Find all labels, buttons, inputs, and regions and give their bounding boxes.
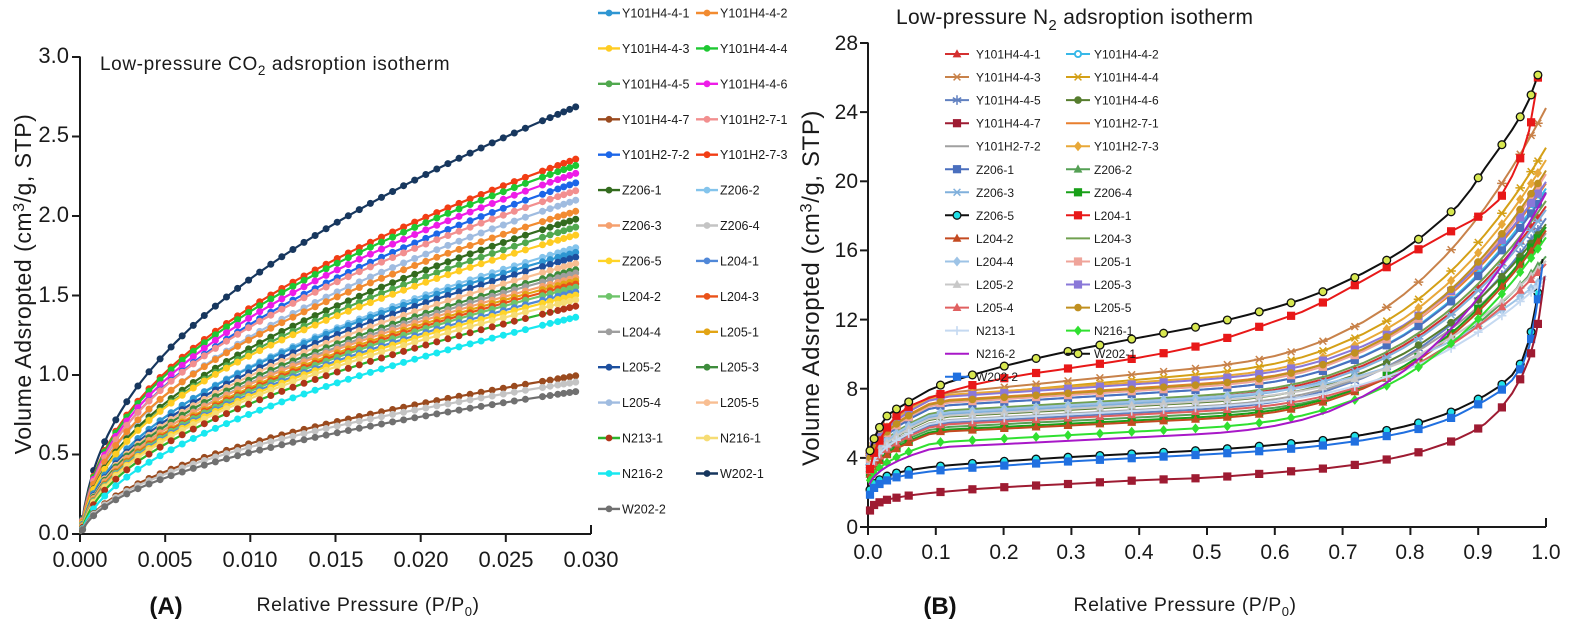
svg-text:0.010: 0.010 — [222, 547, 277, 572]
svg-text:N216-2: N216-2 — [976, 347, 1016, 361]
svg-text:Y101H4-4-4: Y101H4-4-4 — [1094, 71, 1159, 85]
svg-text:Y101H4-4-1: Y101H4-4-1 — [622, 7, 689, 21]
svg-text:2.5: 2.5 — [38, 122, 69, 147]
svg-text:20: 20 — [835, 170, 858, 193]
svg-text:Y101H4-4-4: Y101H4-4-4 — [720, 42, 787, 56]
svg-text:0.9: 0.9 — [1463, 541, 1492, 564]
svg-text:0.030: 0.030 — [563, 547, 618, 572]
svg-text:0.0: 0.0 — [38, 520, 69, 545]
svg-text:Y101H4-4-5: Y101H4-4-5 — [976, 94, 1041, 108]
svg-text:Volume Adsropted (cm3/g, STP): Volume Adsropted (cm3/g, STP) — [798, 110, 826, 466]
svg-text:N216-1: N216-1 — [720, 432, 761, 446]
svg-text:L205-4: L205-4 — [976, 301, 1014, 315]
svg-text:N216-1: N216-1 — [1094, 324, 1134, 338]
svg-text:L205-4: L205-4 — [622, 396, 661, 410]
svg-text:L204-2: L204-2 — [622, 290, 661, 304]
svg-text:Z206-3: Z206-3 — [622, 219, 662, 233]
svg-text:Relative Pressure (P/P0): Relative Pressure (P/P0) — [1074, 594, 1297, 619]
svg-text:Low-pressure CO2 adsroption is: Low-pressure CO2 adsroption isotherm — [100, 54, 450, 78]
svg-text:L204-2: L204-2 — [976, 232, 1014, 246]
svg-text:0.3: 0.3 — [1056, 541, 1085, 564]
svg-text:Z206-1: Z206-1 — [622, 184, 662, 198]
svg-text:0.4: 0.4 — [1124, 541, 1154, 564]
svg-text:L204-3: L204-3 — [1094, 232, 1132, 246]
svg-text:Y101H4-4-6: Y101H4-4-6 — [720, 77, 787, 91]
svg-text:Y101H4-4-3: Y101H4-4-3 — [622, 42, 689, 56]
svg-text:Y101H4-4-6: Y101H4-4-6 — [1094, 94, 1159, 108]
svg-text:0.6: 0.6 — [1260, 541, 1289, 564]
svg-text:L204-3: L204-3 — [720, 290, 759, 304]
svg-text:0.5: 0.5 — [1192, 541, 1221, 564]
svg-text:Y101H4-4-7: Y101H4-4-7 — [622, 113, 689, 127]
svg-text:0.2: 0.2 — [989, 541, 1018, 564]
svg-text:0.5: 0.5 — [38, 440, 69, 465]
svg-text:Y101H2-7-1: Y101H2-7-1 — [720, 113, 787, 127]
svg-text:0.7: 0.7 — [1328, 541, 1357, 564]
svg-text:L205-5: L205-5 — [720, 396, 759, 410]
svg-text:0: 0 — [846, 516, 858, 539]
svg-text:Z206-4: Z206-4 — [720, 219, 760, 233]
svg-text:0.025: 0.025 — [478, 547, 533, 572]
svg-text:0.0: 0.0 — [853, 541, 882, 564]
svg-text:N213-1: N213-1 — [622, 432, 663, 446]
svg-text:L204-1: L204-1 — [1094, 209, 1132, 223]
svg-text:1.0: 1.0 — [1531, 541, 1560, 564]
svg-text:Y101H4-4-3: Y101H4-4-3 — [976, 71, 1041, 85]
svg-text:Z206-5: Z206-5 — [976, 209, 1014, 223]
svg-text:Relative Pressure (P/P0): Relative Pressure (P/P0) — [257, 594, 480, 619]
svg-text:(A): (A) — [149, 593, 182, 620]
svg-text:W202-1: W202-1 — [1094, 347, 1136, 361]
svg-text:Volume Adsropted (cm3/g, STP): Volume Adsropted (cm3/g, STP) — [10, 114, 36, 455]
svg-text:L205-3: L205-3 — [1094, 278, 1132, 292]
svg-text:L204-4: L204-4 — [976, 255, 1014, 269]
svg-text:L205-2: L205-2 — [976, 278, 1014, 292]
svg-text:Z206-2: Z206-2 — [1094, 163, 1132, 177]
svg-text:N216-2: N216-2 — [622, 467, 663, 481]
svg-text:L204-1: L204-1 — [720, 254, 759, 268]
svg-text:Y101H2-7-2: Y101H2-7-2 — [622, 148, 689, 162]
svg-text:0.005: 0.005 — [137, 547, 192, 572]
svg-text:Y101H2-7-3: Y101H2-7-3 — [720, 148, 787, 162]
svg-text:8: 8 — [846, 378, 858, 401]
svg-text:L204-4: L204-4 — [622, 325, 661, 339]
svg-text:3.0: 3.0 — [38, 43, 69, 68]
svg-text:24: 24 — [835, 101, 859, 124]
svg-text:Y101H2-7-3: Y101H2-7-3 — [1094, 140, 1159, 154]
svg-text:16: 16 — [835, 239, 858, 262]
svg-text:Y101H2-7-1: Y101H2-7-1 — [1094, 117, 1159, 131]
svg-text:L205-3: L205-3 — [720, 361, 759, 375]
svg-text:Y101H4-4-2: Y101H4-4-2 — [1094, 48, 1159, 62]
svg-text:Z206-2: Z206-2 — [720, 184, 760, 198]
svg-text:W202-1: W202-1 — [720, 467, 764, 481]
svg-text:L205-1: L205-1 — [1094, 255, 1132, 269]
svg-text:0.1: 0.1 — [921, 541, 950, 564]
svg-text:Y101H4-4-7: Y101H4-4-7 — [976, 117, 1041, 131]
svg-text:L205-2: L205-2 — [622, 361, 661, 375]
svg-text:Y101H2-7-2: Y101H2-7-2 — [976, 140, 1041, 154]
svg-text:0.000: 0.000 — [52, 547, 107, 572]
svg-text:0.015: 0.015 — [308, 547, 363, 572]
svg-text:Y101H4-4-5: Y101H4-4-5 — [622, 77, 689, 91]
svg-text:L205-5: L205-5 — [1094, 301, 1132, 315]
svg-text:Z206-1: Z206-1 — [976, 163, 1014, 177]
svg-text:Y101H4-4-1: Y101H4-4-1 — [976, 48, 1041, 62]
svg-text:2.0: 2.0 — [38, 202, 69, 227]
svg-text:Z206-4: Z206-4 — [1094, 186, 1132, 200]
svg-text:Z206-5: Z206-5 — [622, 254, 662, 268]
svg-text:W202-2: W202-2 — [976, 370, 1018, 384]
svg-text:12: 12 — [835, 309, 858, 332]
svg-text:1.0: 1.0 — [38, 361, 69, 386]
svg-text:0.8: 0.8 — [1395, 541, 1424, 564]
svg-text:L205-1: L205-1 — [720, 325, 759, 339]
svg-text:0.020: 0.020 — [393, 547, 448, 572]
svg-text:(B): (B) — [923, 593, 956, 620]
svg-text:4: 4 — [846, 447, 858, 470]
svg-text:W202-2: W202-2 — [622, 502, 666, 516]
svg-text:28: 28 — [835, 32, 858, 55]
svg-text:N213-1: N213-1 — [976, 324, 1016, 338]
svg-text:Y101H4-4-2: Y101H4-4-2 — [720, 7, 787, 21]
svg-text:Z206-3: Z206-3 — [976, 186, 1014, 200]
svg-text:1.5: 1.5 — [38, 282, 69, 307]
